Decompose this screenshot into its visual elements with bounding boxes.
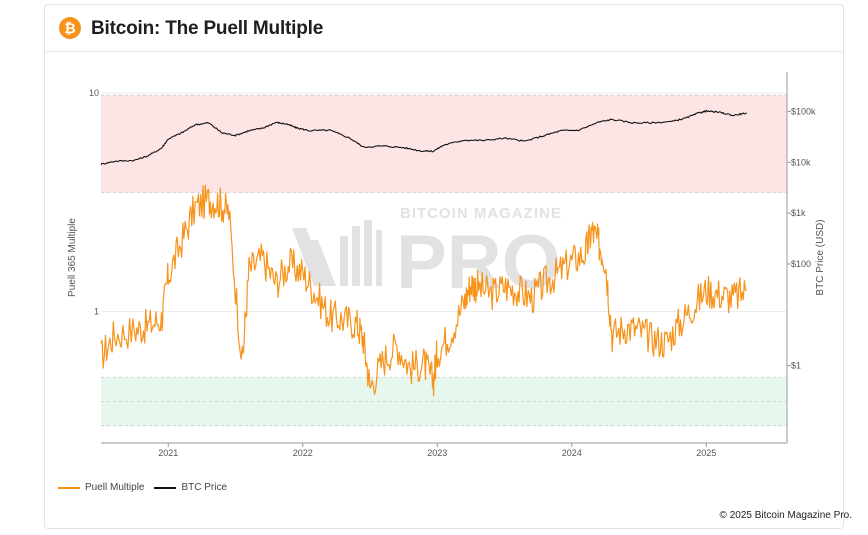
legend-swatch-btc	[154, 486, 177, 489]
zone-band-0	[101, 95, 787, 193]
y-left-tick-label: 1	[94, 307, 99, 317]
y-right-axis-title: BTC Price (USD)	[815, 219, 826, 295]
puell-multiple-series-line	[100, 184, 747, 397]
watermark-bars-icon	[292, 220, 382, 286]
legend-label-puell: Puell Multiple	[85, 482, 145, 493]
x-tick-label: 2025	[696, 448, 716, 458]
y-left-axis-title: Puell 365 Multiple	[67, 218, 78, 297]
y-right-tick-label: $100k	[791, 107, 816, 117]
x-tick-label: 2021	[158, 448, 178, 458]
copyright-text: © 2025 Bitcoin Magazine Pro.	[719, 510, 852, 521]
watermark: BITCOIN MAGAZINE PRO	[292, 205, 562, 305]
y-right-tick-label: $1	[791, 361, 801, 371]
y-right-tick-label: $100	[791, 259, 811, 269]
legend-item-btc[interactable]: BTC Price	[154, 482, 227, 493]
page-title: Bitcoin: The Puell Multiple	[91, 18, 324, 39]
x-tick-label: 2023	[427, 448, 447, 458]
y-left-tick-label: 10	[89, 88, 99, 98]
legend-swatch-puell	[58, 486, 80, 489]
chart-header: ₿ Bitcoin: The Puell Multiple	[45, 5, 843, 52]
legend-item-puell[interactable]: Puell Multiple	[58, 482, 144, 493]
chart-legend: Puell Multiple BTC Price	[58, 482, 227, 493]
btc-price-series-line	[100, 109, 747, 166]
watermark-line2: PRO	[396, 220, 561, 305]
legend-label-btc: BTC Price	[181, 482, 228, 493]
bitcoin-logo-icon: ₿	[59, 17, 81, 39]
x-tick-label: 2022	[293, 448, 313, 458]
y-right-tick-label: $10k	[791, 157, 811, 167]
watermark-line1: BITCOIN MAGAZINE	[400, 205, 562, 222]
x-tick-label: 2024	[562, 448, 582, 458]
y-right-tick-label: $1k	[791, 208, 806, 218]
chart-card: ₿ Bitcoin: The Puell Multiple	[44, 4, 844, 529]
